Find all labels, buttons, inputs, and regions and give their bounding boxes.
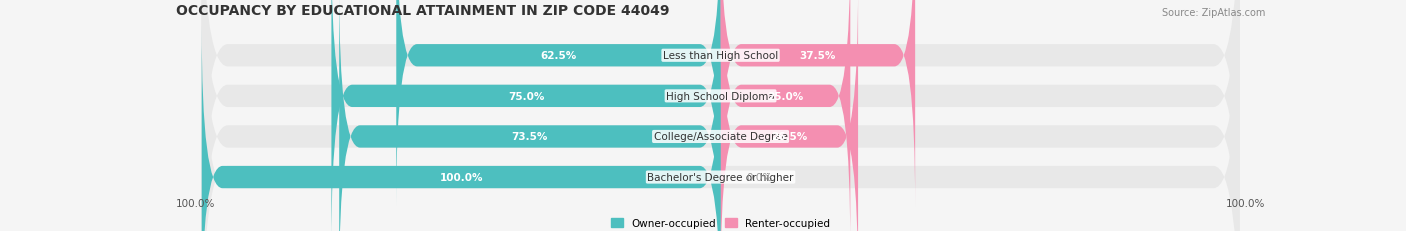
FancyBboxPatch shape xyxy=(201,27,721,231)
Text: Bachelor's Degree or higher: Bachelor's Degree or higher xyxy=(647,172,794,182)
FancyBboxPatch shape xyxy=(721,0,915,207)
Text: 37.5%: 37.5% xyxy=(800,51,837,61)
Text: 0.0%: 0.0% xyxy=(747,172,773,182)
FancyBboxPatch shape xyxy=(201,0,1240,231)
Text: 26.5%: 26.5% xyxy=(772,132,807,142)
Legend: Owner-occupied, Renter-occupied: Owner-occupied, Renter-occupied xyxy=(606,214,835,231)
Text: 100.0%: 100.0% xyxy=(176,199,215,209)
Text: 62.5%: 62.5% xyxy=(540,51,576,61)
FancyBboxPatch shape xyxy=(721,0,858,231)
Text: OCCUPANCY BY EDUCATIONAL ATTAINMENT IN ZIP CODE 44049: OCCUPANCY BY EDUCATIONAL ATTAINMENT IN Z… xyxy=(176,4,669,18)
Text: 73.5%: 73.5% xyxy=(512,132,548,142)
FancyBboxPatch shape xyxy=(396,0,721,207)
Text: 75.0%: 75.0% xyxy=(508,91,544,101)
Text: High School Diploma: High School Diploma xyxy=(666,91,775,101)
FancyBboxPatch shape xyxy=(339,0,721,231)
Text: Source: ZipAtlas.com: Source: ZipAtlas.com xyxy=(1161,8,1265,18)
FancyBboxPatch shape xyxy=(721,0,851,231)
Text: Less than High School: Less than High School xyxy=(664,51,778,61)
FancyBboxPatch shape xyxy=(332,0,721,231)
Text: 100.0%: 100.0% xyxy=(440,172,482,182)
Text: 25.0%: 25.0% xyxy=(768,91,804,101)
Text: 100.0%: 100.0% xyxy=(1226,199,1265,209)
FancyBboxPatch shape xyxy=(201,0,1240,231)
Text: College/Associate Degree: College/Associate Degree xyxy=(654,132,787,142)
FancyBboxPatch shape xyxy=(201,0,1240,231)
FancyBboxPatch shape xyxy=(201,0,1240,231)
